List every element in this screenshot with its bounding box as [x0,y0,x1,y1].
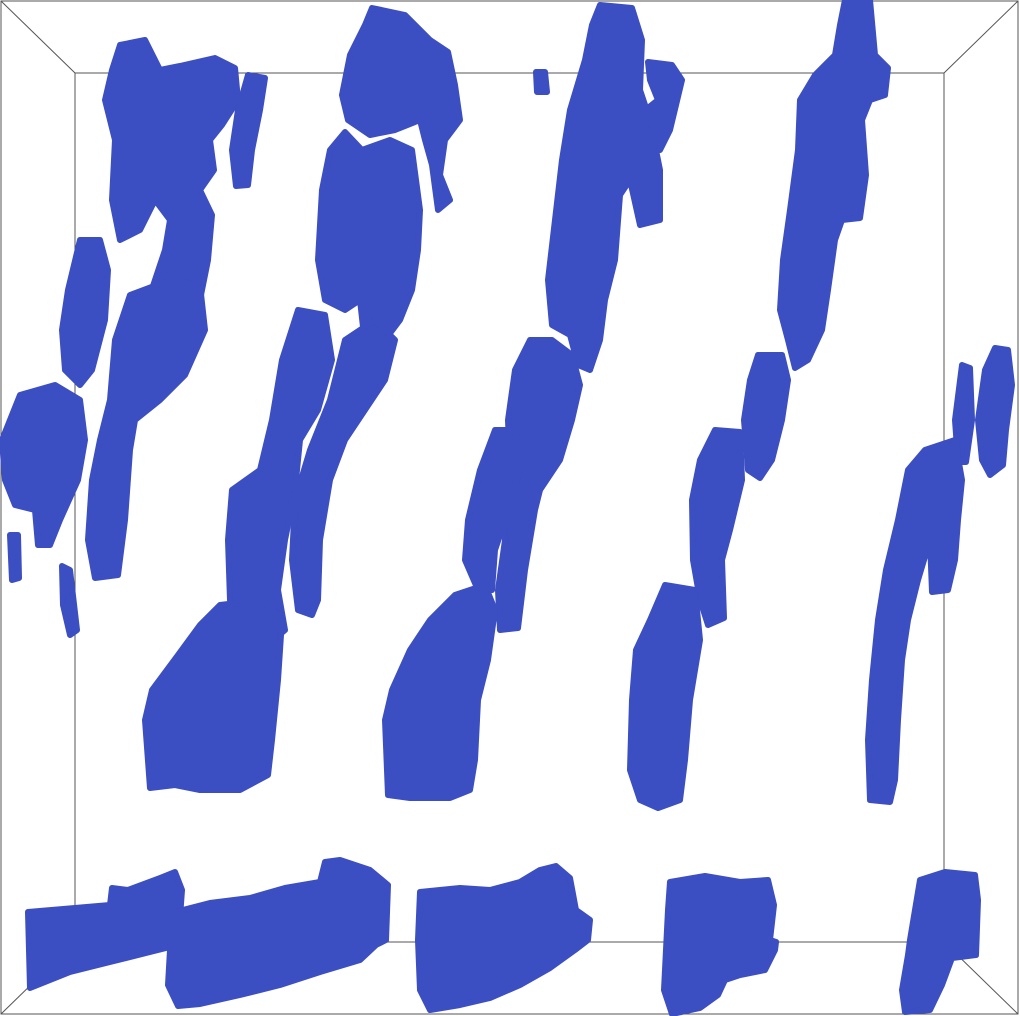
isosurface-blob [85,277,208,581]
isosurface-blob [382,582,498,801]
isosurface-blob [741,352,791,481]
isosurface-blob [59,563,80,638]
isosurface-blob [7,532,22,583]
isosurface-blob [315,129,423,348]
isosurface-blob [142,597,285,793]
isosurface-blob [627,582,703,811]
isosurface-blob [777,0,891,371]
isosurface-blob [533,69,550,95]
isosurface-blob [59,237,111,388]
box-edge-top-left [0,0,76,74]
isosurface-blob [899,869,981,1015]
isosurface-blob [25,869,185,991]
isosurface-blob [689,427,745,628]
isosurface-blob [661,873,779,1016]
isosurface-blob [0,382,88,548]
isosurface-blob [415,863,593,1013]
isosurface-blob [865,437,965,805]
isosurface-blob [289,317,398,618]
isosurface-blob [645,59,685,153]
isosurface-blob [952,362,975,465]
isosurface-blob [545,2,663,373]
isosurface-blob [165,857,391,1009]
isosurface-blob [975,345,1015,478]
isosurface-blob [339,5,463,213]
isosurface-blob [229,72,268,189]
isosurface-blob [462,427,523,593]
box-edge-top-right [943,0,1019,74]
